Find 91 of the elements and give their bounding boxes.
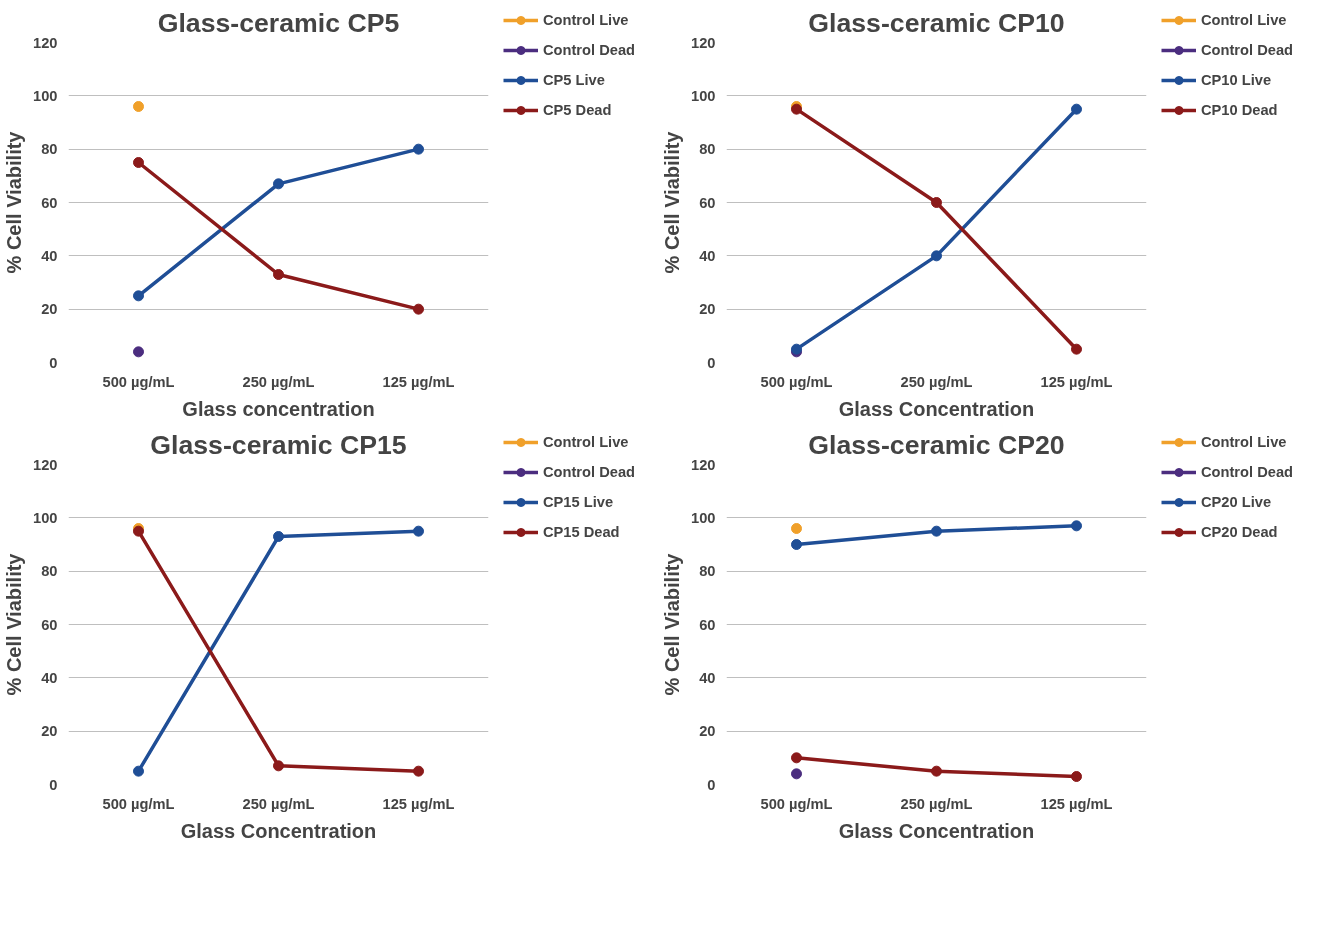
legend-label: Control Live [543, 12, 629, 28]
x-tick-label: 125 µg/mL [382, 373, 455, 390]
y-tick-label: 20 [41, 723, 58, 740]
x-tick-label: 500 µg/mL [102, 373, 175, 390]
x-tick-label: 500 µg/mL [760, 795, 833, 812]
legend-label: CP20 Live [1201, 494, 1272, 510]
point [413, 525, 424, 537]
point [413, 143, 424, 155]
x-axis-title: Glass Concentration [180, 819, 377, 842]
y-axis-title: % Cell Viability [661, 552, 684, 696]
point [931, 250, 942, 262]
legend-label: CP5 Live [543, 72, 605, 88]
y-tick-label: 40 [699, 669, 716, 686]
chart-title: Glass-ceramic CP10 [808, 7, 1065, 38]
x-tick-label: 250 µg/mL [242, 795, 315, 812]
y-tick-label: 0 [49, 776, 58, 793]
x-axis-title: Glass Concentration [838, 819, 1035, 842]
point [791, 539, 802, 550]
y-axis-title: % Cell Viability [661, 130, 684, 274]
point [413, 303, 424, 315]
legend-label: CP20 Dead [1201, 524, 1278, 540]
x-tick-label: 500 µg/mL [102, 795, 175, 812]
chart-title: Glass-ceramic CP15 [150, 429, 407, 460]
x-axis-title: Glass Concentration [838, 397, 1035, 420]
legend-label: CP10 Dead [1201, 102, 1278, 118]
legend-label: CP10 Live [1201, 72, 1272, 88]
chart-title: Glass-ceramic CP20 [808, 429, 1065, 460]
legend-label: Control Dead [1201, 464, 1294, 480]
point [133, 157, 144, 168]
y-tick-label: 120 [691, 34, 716, 51]
y-tick-label: 40 [41, 669, 58, 686]
y-tick-label: 20 [699, 723, 716, 740]
point [931, 765, 942, 777]
y-tick-label: 100 [33, 509, 58, 526]
point [133, 765, 144, 777]
y-tick-label: 0 [49, 354, 58, 371]
y-tick-label: 120 [33, 456, 58, 473]
point [931, 197, 942, 208]
y-tick-label: 20 [41, 301, 58, 318]
x-tick-label: 500 µg/mL [760, 373, 833, 390]
x-tick-label: 250 µg/mL [900, 373, 973, 390]
y-tick-label: 80 [41, 563, 58, 580]
y-tick-label: 20 [699, 301, 716, 318]
point [273, 531, 284, 542]
x-tick-label: 250 µg/mL [900, 795, 973, 812]
y-tick-label: 60 [699, 194, 716, 211]
chart-title: Glass-ceramic CP5 [157, 7, 400, 38]
x-axis-title: Glass concentration [182, 397, 375, 420]
point [413, 765, 424, 777]
y-axis-title: % Cell Viability [3, 552, 26, 696]
y-tick-label: 100 [33, 87, 58, 104]
legend-label: Control Live [1201, 434, 1287, 450]
y-tick-label: 100 [691, 509, 716, 526]
point [1071, 520, 1082, 532]
y-tick-label: 40 [699, 247, 716, 264]
point [931, 525, 942, 537]
point [273, 178, 284, 190]
y-tick-label: 0 [707, 354, 716, 371]
y-tick-label: 40 [41, 247, 58, 264]
point [133, 346, 144, 358]
point [1071, 771, 1082, 782]
point [133, 290, 144, 302]
legend-label: Control Live [1201, 12, 1287, 28]
legend-label: CP15 Live [543, 494, 614, 510]
y-tick-label: 60 [699, 616, 716, 633]
x-tick-label: 125 µg/mL [1040, 795, 1113, 812]
legend-label: CP5 Dead [543, 102, 612, 118]
y-tick-label: 120 [33, 34, 58, 51]
y-tick-label: 60 [41, 616, 58, 633]
legend-label: CP15 Dead [543, 524, 620, 540]
legend-label: Control Dead [543, 42, 636, 58]
point [273, 760, 284, 772]
legend-label: Control Dead [1201, 42, 1294, 58]
y-tick-label: 0 [707, 776, 716, 793]
y-tick-label: 80 [699, 141, 716, 158]
y-axis-title: % Cell Viability [3, 130, 26, 274]
y-tick-label: 100 [691, 87, 716, 104]
x-tick-label: 125 µg/mL [382, 795, 455, 812]
y-tick-label: 80 [41, 141, 58, 158]
legend-label: Control Dead [543, 464, 636, 480]
y-tick-label: 80 [699, 563, 716, 580]
legend-label: Control Live [543, 434, 629, 450]
x-tick-label: 125 µg/mL [1040, 373, 1113, 390]
point [791, 752, 802, 764]
point [791, 768, 802, 780]
x-tick-label: 250 µg/mL [242, 373, 315, 390]
y-tick-label: 120 [691, 456, 716, 473]
point [1071, 343, 1082, 355]
y-tick-label: 60 [41, 194, 58, 211]
point [1071, 103, 1082, 115]
point [273, 269, 284, 280]
